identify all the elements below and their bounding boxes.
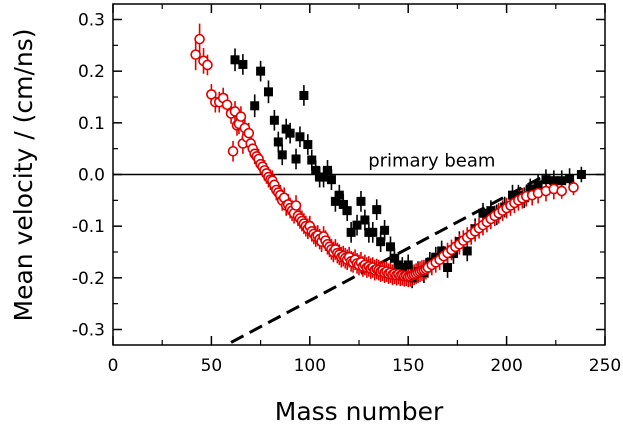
y-tick-label: 0.0 <box>78 166 105 186</box>
x-tick-label: 0 <box>108 356 119 376</box>
data-point-square <box>326 175 336 185</box>
data-point-square <box>525 184 535 194</box>
x-tick-label: 250 <box>589 356 621 376</box>
data-point-square <box>307 155 317 165</box>
data-point-square <box>462 246 472 256</box>
data-point-circle <box>221 99 233 111</box>
data-point-square <box>486 206 496 216</box>
data-point-square <box>565 174 575 184</box>
data-point-square <box>541 175 551 185</box>
data-point-square <box>385 242 395 252</box>
y-tick-label: -0.1 <box>72 217 105 237</box>
data-point-square <box>478 208 488 218</box>
data-series <box>190 33 586 283</box>
data-point-square <box>368 227 378 237</box>
y-tick-label: 0.3 <box>78 11 105 31</box>
primary-beam-label: primary beam <box>368 150 495 171</box>
data-point-square <box>238 59 248 69</box>
data-point-square <box>508 190 518 200</box>
data-point-square <box>346 227 356 237</box>
data-point-square <box>533 180 543 190</box>
axis-ticks <box>112 4 606 345</box>
data-point-circle <box>235 111 247 122</box>
data-point-square <box>319 172 329 182</box>
data-point-circle <box>190 49 201 60</box>
data-point-square <box>277 150 287 160</box>
data-point-square <box>250 101 260 111</box>
data-point-square <box>273 137 283 147</box>
y-tick-label: 0.2 <box>78 62 105 82</box>
data-point-square <box>230 55 240 65</box>
data-point-square <box>403 260 413 270</box>
axis-tick-labels: 0 50 100 150 200 250 -0.3 -0.2 -0.1 0.0 0.1 0.2 0.3 <box>72 11 621 377</box>
series-open-circles <box>190 33 579 283</box>
data-point-square <box>295 132 305 142</box>
x-axis-title: Mass number <box>275 397 444 426</box>
data-point-square <box>360 215 370 225</box>
data-point-square <box>376 237 386 247</box>
dashed-trend-line <box>230 175 543 344</box>
data-point-square <box>356 196 366 206</box>
data-point-square <box>303 140 313 150</box>
x-tick-label: 100 <box>294 356 326 376</box>
data-point-square <box>256 66 266 76</box>
data-point-square <box>299 90 309 100</box>
y-tick-label: -0.2 <box>72 269 105 289</box>
data-point-square <box>311 165 321 175</box>
data-point-square <box>372 205 382 215</box>
data-point-square <box>323 165 333 175</box>
data-point-square <box>380 225 390 235</box>
data-point-circle <box>202 59 213 71</box>
data-point-square <box>437 246 447 256</box>
data-point-circle <box>290 200 302 211</box>
data-point-square <box>576 170 586 179</box>
data-point-square <box>263 87 273 97</box>
data-point-square <box>338 199 348 209</box>
data-point-circle <box>194 33 205 45</box>
data-point-circle <box>243 127 255 139</box>
data-point-circle <box>556 185 568 197</box>
x-tick-label: 150 <box>392 356 424 376</box>
y-tick-label: -0.3 <box>72 321 105 341</box>
data-point-square <box>352 220 362 230</box>
data-point-square <box>291 154 301 164</box>
y-axis-title: Mean velocity / (cm/ns) <box>9 29 38 322</box>
data-point-square <box>269 115 279 125</box>
data-point-circle <box>568 182 579 193</box>
data-point-square <box>549 176 559 186</box>
data-point-circle <box>227 145 239 157</box>
x-tick-label: 200 <box>490 356 522 376</box>
y-tick-label: 0.1 <box>78 114 105 134</box>
data-point-square <box>330 196 340 206</box>
data-point-square <box>342 206 352 216</box>
x-tick-label: 50 <box>201 356 223 376</box>
data-point-square <box>334 190 344 200</box>
data-point-square <box>443 263 453 272</box>
data-point-square <box>557 176 567 186</box>
data-point-square <box>285 128 295 138</box>
data-point-square <box>397 263 407 272</box>
trend-line-group <box>230 175 543 344</box>
data-point-square <box>389 253 399 263</box>
